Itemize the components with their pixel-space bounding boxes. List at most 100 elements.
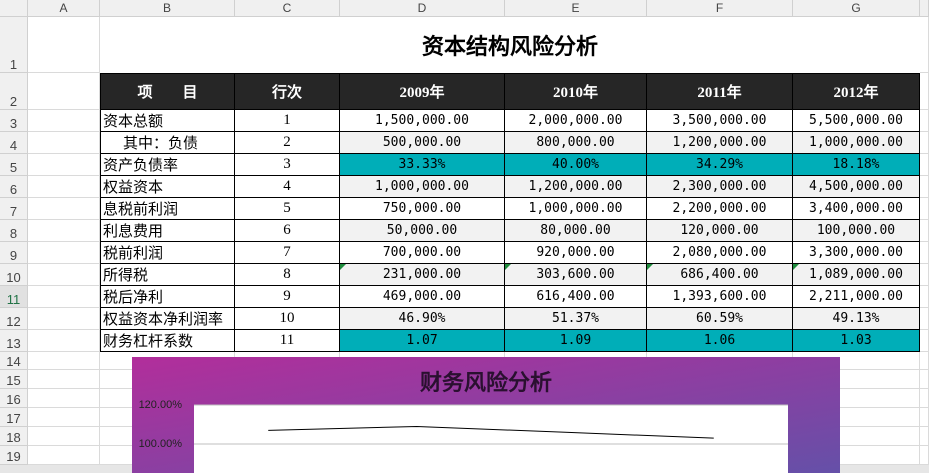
table-header: 2010年 (505, 73, 647, 110)
cell (920, 308, 929, 330)
cell (793, 446, 920, 465)
table-cell: 权益资本 (100, 176, 235, 198)
column-header[interactable]: D (340, 0, 505, 17)
cell (28, 389, 100, 408)
row-header[interactable]: 1 (0, 17, 28, 73)
table-cell: 800,000.00 (505, 132, 647, 154)
chart-title: 财务风险分析 (420, 370, 552, 395)
table-cell: 469,000.00 (340, 286, 505, 308)
cell (28, 154, 100, 176)
cell (920, 389, 929, 408)
error-indicator (647, 264, 653, 270)
table-cell: 1.03 (793, 330, 920, 352)
table-cell: 8 (235, 264, 340, 286)
table-cell: 1,000,000.00 (505, 198, 647, 220)
error-indicator (793, 264, 799, 270)
table-cell: 9 (235, 286, 340, 308)
table-cell: 6 (235, 220, 340, 242)
y-tick-label: 120.00% (139, 399, 183, 411)
row-header[interactable]: 8 (0, 220, 28, 242)
column-header[interactable]: F (647, 0, 793, 17)
cell (28, 446, 100, 465)
column-header[interactable]: C (235, 0, 340, 17)
row-header[interactable]: 19 (0, 446, 28, 465)
row-header[interactable]: 17 (0, 408, 28, 427)
table-cell: 303,600.00 (505, 264, 647, 286)
cell (28, 73, 100, 110)
select-all[interactable] (0, 0, 28, 17)
table-cell: 11 (235, 330, 340, 352)
table-cell: 1.09 (505, 330, 647, 352)
table-cell: 1.06 (647, 330, 793, 352)
row-header[interactable]: 15 (0, 370, 28, 389)
table-cell: 51.37% (505, 308, 647, 330)
table-cell: 1,089,000.00 (793, 264, 920, 286)
table-cell: 3,500,000.00 (647, 110, 793, 132)
table-cell: 100,000.00 (793, 220, 920, 242)
row-header[interactable]: 18 (0, 427, 28, 446)
row-header[interactable]: 13 (0, 330, 28, 352)
row-header[interactable]: 14 (0, 352, 28, 370)
table-cell: 2,080,000.00 (647, 242, 793, 264)
cell (920, 73, 929, 110)
cell (28, 352, 100, 370)
table-cell: 2,300,000.00 (647, 176, 793, 198)
table-cell: 税后净利 (100, 286, 235, 308)
row-header[interactable]: 2 (0, 73, 28, 110)
table-cell: 2,000,000.00 (505, 110, 647, 132)
cell (28, 427, 100, 446)
column-header[interactable]: B (100, 0, 235, 17)
table-header: 2009年 (340, 73, 505, 110)
row-header[interactable]: 6 (0, 176, 28, 198)
table-cell: 所得税 (100, 264, 235, 286)
cell (920, 370, 929, 389)
error-indicator (505, 264, 511, 270)
column-header[interactable]: E (505, 0, 647, 17)
error-indicator (340, 264, 346, 270)
table-cell: 1,500,000.00 (340, 110, 505, 132)
table-cell: 750,000.00 (340, 198, 505, 220)
table-cell: 2,200,000.00 (647, 198, 793, 220)
table-cell: 920,000.00 (505, 242, 647, 264)
row-header[interactable]: 3 (0, 110, 28, 132)
column-header[interactable]: A (28, 0, 100, 17)
table-cell: 财务杠杆系数 (100, 330, 235, 352)
cell (793, 352, 920, 370)
table-cell: 500,000.00 (340, 132, 505, 154)
row-header[interactable]: 10 (0, 264, 28, 286)
cell (920, 286, 929, 308)
cell (920, 242, 929, 264)
table-cell: 其中：负债 (100, 132, 235, 154)
table-cell: 33.33% (340, 154, 505, 176)
table-cell: 税前利润 (100, 242, 235, 264)
table-cell: 4 (235, 176, 340, 198)
column-header[interactable] (920, 0, 929, 17)
row-header[interactable]: 7 (0, 198, 28, 220)
table-cell: 46.90% (340, 308, 505, 330)
row-header[interactable]: 12 (0, 308, 28, 330)
table-cell: 5 (235, 198, 340, 220)
row-header[interactable]: 5 (0, 154, 28, 176)
table-cell: 利息费用 (100, 220, 235, 242)
table-cell: 50,000.00 (340, 220, 505, 242)
table-cell: 3,300,000.00 (793, 242, 920, 264)
cell (920, 264, 929, 286)
column-header[interactable]: G (793, 0, 920, 17)
cell (28, 220, 100, 242)
cell (28, 198, 100, 220)
table-cell: 1,200,000.00 (505, 176, 647, 198)
row-header[interactable]: 9 (0, 242, 28, 264)
table-cell: 231,000.00 (340, 264, 505, 286)
table-cell: 息税前利润 (100, 198, 235, 220)
table-cell: 1,000,000.00 (793, 132, 920, 154)
table-header: 行次 (235, 73, 340, 110)
table-cell: 686,400.00 (647, 264, 793, 286)
cell (28, 286, 100, 308)
row-header[interactable]: 16 (0, 389, 28, 408)
row-header[interactable]: 4 (0, 132, 28, 154)
row-header[interactable]: 11 (0, 286, 28, 308)
table-cell: 700,000.00 (340, 242, 505, 264)
cell (793, 408, 920, 427)
plot-area (194, 405, 788, 473)
table-cell: 3,400,000.00 (793, 198, 920, 220)
